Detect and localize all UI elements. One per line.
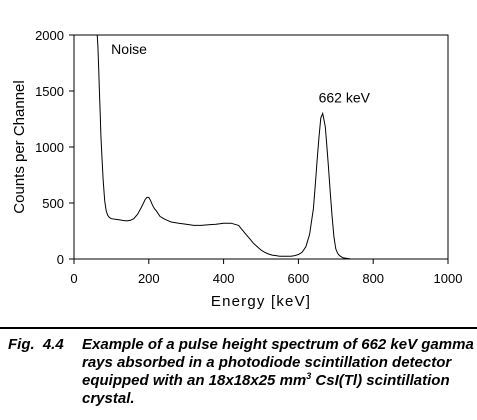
caption-text-end: CsI(Tl) scintillation crystal. (82, 372, 450, 407)
x-tick-label: 400 (213, 271, 235, 286)
y-tick-label: 0 (57, 252, 64, 267)
x-tick-label: 0 (70, 271, 77, 286)
y-tick-label: 1500 (35, 84, 64, 99)
chart-svg: 0 200 400 600 800 1000 0 500 1000 1500 2000 Noise 6… (11, 28, 462, 310)
caption-superscript: 3 (306, 371, 312, 381)
x-tick-label: 1000 (434, 271, 463, 286)
y-tick-label: 2000 (35, 28, 64, 43)
x-tick-label: 200 (138, 271, 160, 286)
caption-text-main: Example of a pulse height spectrum of 66… (82, 336, 474, 389)
noise-annotation: Noise (111, 41, 147, 57)
x-tick-label: 800 (362, 271, 384, 286)
annotations: Noise 662 keV (111, 41, 370, 105)
y-tick-label: 1000 (35, 140, 64, 155)
y-tick-label: 500 (42, 196, 64, 211)
y-axis-title: Counts per Channel (11, 80, 28, 213)
series-line (96, 34, 359, 260)
caption-divider (0, 327, 477, 329)
caption-number: Fig. 4.4 (8, 336, 64, 353)
caption-text: Example of a pulse height spectrum of 66… (82, 336, 474, 408)
peak-annotation: 662 keV (319, 89, 371, 105)
chart-figure: 0 200 400 600 800 1000 0 500 1000 1500 2000 Noise 6… (11, 28, 462, 310)
plot-frame (73, 34, 449, 260)
x-tick-label: 600 (288, 271, 310, 286)
axis-ticks: 0 200 400 600 800 1000 0 500 1000 1500 2000 (35, 28, 462, 286)
x-axis-title: Energy [keV] (211, 293, 311, 310)
